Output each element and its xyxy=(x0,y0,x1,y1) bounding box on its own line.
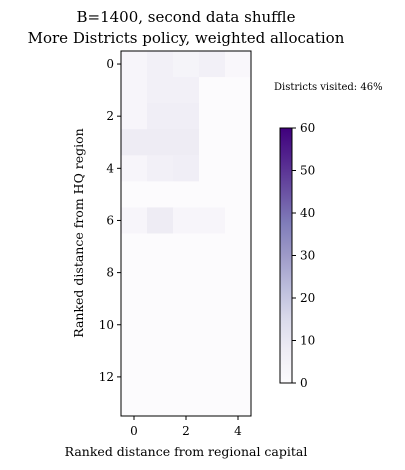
heatmap-cell xyxy=(199,77,226,104)
heatmap-cell xyxy=(147,337,174,365)
heatmap-cell xyxy=(199,363,226,391)
heatmap-cell xyxy=(225,285,252,313)
y-tick-label: 0 xyxy=(106,57,114,71)
y-tick-label: 8 xyxy=(106,266,114,280)
heatmap-cell xyxy=(225,207,252,234)
heatmap-cell xyxy=(173,285,200,313)
colorbar-tick-label: 40 xyxy=(300,206,315,220)
heatmap-cell xyxy=(147,389,174,417)
heatmap-cell xyxy=(147,311,174,339)
heatmap-cell xyxy=(173,363,200,391)
heatmap-cell xyxy=(121,207,148,234)
heatmap-cell xyxy=(199,311,226,339)
heatmap-cell xyxy=(225,233,252,260)
x-tick-label: 4 xyxy=(234,424,242,438)
heatmap-cell xyxy=(147,285,174,313)
colorbar-tick-label: 0 xyxy=(300,376,308,390)
heatmap-cell xyxy=(199,103,226,130)
colorbar-ticks: 0 10 20 30 40 50 60 xyxy=(292,121,315,390)
x-tick-label: 2 xyxy=(182,424,190,438)
heatmap-cell xyxy=(173,129,200,156)
heatmap-cell xyxy=(173,311,200,339)
heatmap-cells xyxy=(121,51,252,417)
heatmap-cell xyxy=(121,181,148,208)
y-tick-label: 10 xyxy=(99,318,114,332)
heatmap-cell xyxy=(121,285,148,313)
heatmap-cell xyxy=(199,155,226,182)
chart-subtitle: More Districts policy, weighted allocati… xyxy=(28,29,345,47)
heatmap-cell xyxy=(225,51,252,78)
heatmap-cell xyxy=(147,155,174,182)
x-axis-label: Ranked distance from regional capital xyxy=(65,444,308,459)
heatmap-cell xyxy=(147,103,174,130)
heatmap-cell xyxy=(173,181,200,208)
heatmap-cell xyxy=(121,103,148,130)
heatmap-cell xyxy=(225,155,252,182)
heatmap-cell xyxy=(173,77,200,104)
heatmap-cell xyxy=(199,389,226,417)
heatmap-cell xyxy=(147,51,174,78)
heatmap-cell xyxy=(225,337,252,365)
heatmap-cell xyxy=(121,233,148,260)
x-tick-label: 0 xyxy=(130,424,138,438)
heatmap-cell xyxy=(147,363,174,391)
heatmap-cell xyxy=(199,181,226,208)
heatmap-cell xyxy=(225,363,252,391)
heatmap-cell xyxy=(147,181,174,208)
x-axis-ticks: 0 2 4 xyxy=(130,416,242,438)
heatmap-cell xyxy=(225,77,252,104)
heatmap-cell xyxy=(225,103,252,130)
heatmap-cell xyxy=(147,129,174,156)
heatmap-cell xyxy=(199,233,226,260)
heatmap-cell xyxy=(173,51,200,78)
heatmap-cell xyxy=(199,51,226,78)
colorbar-tick-label: 50 xyxy=(300,164,315,178)
heatmap-cell xyxy=(121,311,148,339)
heatmap-cell xyxy=(121,155,148,182)
heatmap-cell xyxy=(147,259,174,287)
heatmap-cell xyxy=(173,207,200,234)
y-axis-label: Ranked distance from HQ region xyxy=(71,128,86,338)
heatmap-cell xyxy=(225,181,252,208)
heatmap-cell xyxy=(147,77,174,104)
heatmap-cell xyxy=(173,233,200,260)
heatmap-cell xyxy=(121,51,148,78)
heatmap-cell xyxy=(147,207,174,234)
colorbar-tick-label: 60 xyxy=(300,121,315,135)
heatmap-cell xyxy=(121,129,148,156)
districts-visited-annotation: Districts visited: 46% xyxy=(274,82,383,93)
y-tick-label: 2 xyxy=(106,109,114,123)
heatmap-cell xyxy=(225,311,252,339)
heatmap-cell xyxy=(225,129,252,156)
heatmap-cell xyxy=(147,233,174,260)
y-tick-label: 6 xyxy=(106,213,114,227)
y-tick-label: 4 xyxy=(106,161,114,175)
colorbar-tick-label: 10 xyxy=(300,334,315,348)
heatmap-cell xyxy=(121,389,148,417)
y-tick-label: 12 xyxy=(99,370,114,384)
heatmap-cell xyxy=(121,363,148,391)
heatmap-cell xyxy=(173,155,200,182)
colorbar xyxy=(279,127,293,384)
heatmap-cell xyxy=(199,337,226,365)
heatmap-cell xyxy=(121,77,148,104)
heatmap-cell xyxy=(199,259,226,287)
heatmap-cell xyxy=(225,389,252,417)
heatmap-cell xyxy=(121,259,148,287)
heatmap-cell xyxy=(199,129,226,156)
heatmap-cell xyxy=(199,207,226,234)
chart-title: B=1400, second data shuffle xyxy=(77,8,296,26)
colorbar-tick-label: 20 xyxy=(300,291,315,305)
heatmap-cell xyxy=(121,337,148,365)
heatmap-cell xyxy=(173,259,200,287)
heatmap-cell xyxy=(199,285,226,313)
colorbar-tick-label: 30 xyxy=(300,249,315,263)
heatmap-cell xyxy=(173,103,200,130)
heatmap-cell xyxy=(225,259,252,287)
y-axis-ticks: 0 2 4 6 8 10 12 xyxy=(99,57,121,384)
heatmap-cell xyxy=(173,389,200,417)
heatmap-cell xyxy=(173,337,200,365)
